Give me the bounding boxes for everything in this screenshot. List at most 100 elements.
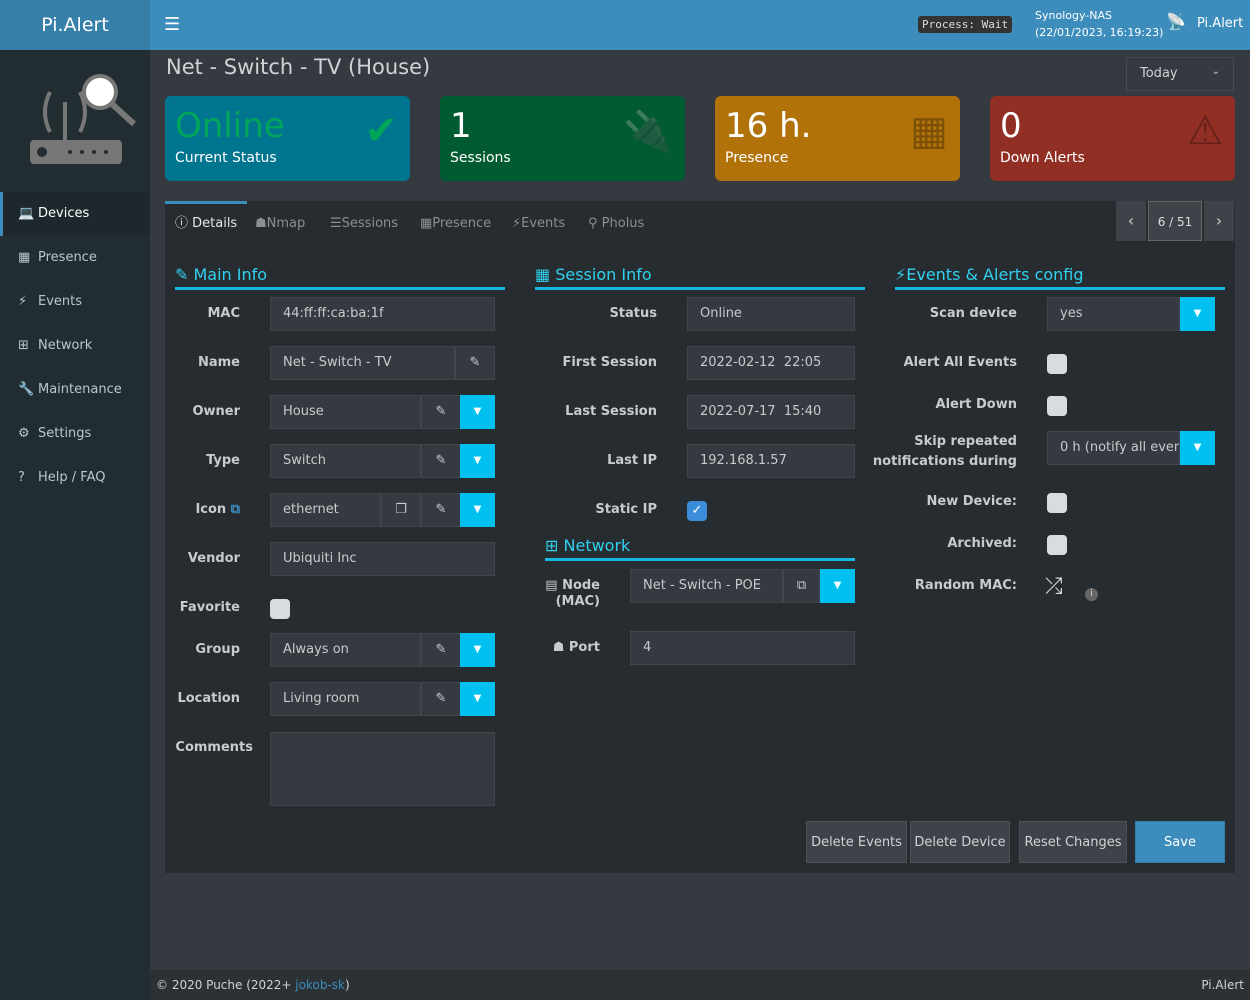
group-field[interactable]: Always on [270,633,421,667]
server-icon: ▤ [545,578,558,593]
scan-device-dropdown-button[interactable]: ▼ [1180,297,1215,331]
down-alerts-card[interactable]: 0 Down Alerts ⚠ [990,96,1235,181]
group-dropdown-button[interactable]: ▼ [460,633,495,667]
first-session-label: First Session [562,355,657,370]
sidebar-item-network[interactable]: ⊞ Network [0,324,150,368]
port-field[interactable]: 4 [630,631,855,665]
app-logo[interactable]: Pi.Alert [0,0,150,50]
next-device-button[interactable]: › [1204,201,1234,241]
external-link-icon[interactable]: ⧉ [230,502,240,517]
prev-device-button[interactable]: ‹ [1116,201,1146,241]
caret-down-icon: ▼ [473,644,482,655]
edit-group-button[interactable]: ✎ [421,633,461,667]
user-menu[interactable]: Pi.Alert [1197,16,1244,31]
alert-all-events-checkbox[interactable] [1047,354,1067,374]
sidebar-item-help[interactable]: ? Help / FAQ [0,456,150,500]
type-field[interactable]: Switch [270,444,421,478]
sessions-card[interactable]: 1 Sessions 🔌 [440,96,685,181]
sidebar-item-maintenance[interactable]: 🔧 Maintenance [0,368,150,412]
alert-all-events-label: Alert All Events [903,355,1017,370]
shuffle-icon: ⤮ [1045,574,1063,599]
vendor-field[interactable]: Ubiquiti Inc [270,542,495,576]
location-dropdown-button[interactable]: ▼ [460,682,495,716]
alert-down-checkbox[interactable] [1047,396,1067,416]
sidebar-item-settings[interactable]: ⚙ Settings [0,412,150,456]
host-name: Synology-NAS [1035,9,1112,22]
edit-owner-button[interactable]: ✎ [421,395,461,429]
caret-down-icon: ▼ [1193,442,1202,453]
last-session-label: Last Session [565,404,657,419]
edit-icon-button[interactable]: ✎ [421,493,461,527]
sidebar-item-presence[interactable]: ▦ Presence [0,236,150,280]
bolt-icon: ⚡ [18,294,28,309]
tab-sessions[interactable]: ☰Sessions [330,216,399,231]
first-session-field: 2022-02-12 22:05 [687,346,855,380]
status-card[interactable]: Online Current Status ✔ [165,96,410,181]
name-label: Name [197,355,240,370]
tab-nmap[interactable]: ☗Nmap [255,216,306,231]
calendar-icon: ▦ [420,216,433,231]
location-field[interactable]: Living room [270,682,421,716]
skip-repeated-dropdown-button[interactable]: ▼ [1180,431,1215,465]
sidebar-item-events[interactable]: ⚡ Events [0,280,150,324]
check-icon: ✔ [364,108,398,154]
status-field: Online [687,297,855,331]
save-button[interactable]: Save [1135,821,1225,863]
name-field[interactable]: Net - Switch - TV [270,346,455,380]
tab-pholus[interactable]: ⚲ Pholus [588,216,645,231]
router-icon[interactable]: 📡 [1166,12,1186,31]
menu-toggle-icon[interactable]: ☰ [164,14,181,35]
tab-presence[interactable]: ▦Presence [420,216,492,231]
icon-dropdown-button[interactable]: ▼ [460,493,495,527]
pencil-icon: ✎ [469,355,481,370]
caret-down-icon: ▼ [473,455,482,466]
node-dropdown-button[interactable]: ▼ [820,569,855,603]
pencil-icon: ✎ [435,691,447,706]
new-device-checkbox[interactable] [1047,493,1067,513]
archived-checkbox[interactable] [1047,535,1067,555]
author-link[interactable]: jokob-sk [295,978,345,992]
calendar-icon: ▦ [18,250,31,265]
mac-label: MAC [207,306,240,321]
port-icon: ☗ [552,640,565,655]
date-time: (22/01/2023, 16:19:23) [1035,26,1164,39]
edit-type-button[interactable]: ✎ [421,444,461,478]
sidebar-item-devices[interactable]: 💻 Devices [0,192,150,236]
calendar-icon: ▦ [910,108,948,154]
edit-location-button[interactable]: ✎ [421,682,461,716]
tab-events[interactable]: ⚡Events [512,216,566,231]
favorite-checkbox[interactable] [270,599,290,619]
presence-card[interactable]: 16 h. Presence ▦ [715,96,960,181]
skip-repeated-label: Skip repeated notifications during [872,434,1017,469]
static-ip-checkbox[interactable]: ✓ [687,501,707,521]
comments-textarea[interactable] [270,732,495,806]
laptop-icon: 💻 [18,206,35,221]
search-icon: ⚲ [588,216,602,231]
icon-field[interactable]: ethernet [270,493,381,527]
delete-events-button[interactable]: Delete Events [806,821,907,863]
delete-device-button[interactable]: Delete Device [910,821,1010,863]
owner-field[interactable]: House [270,395,421,429]
wrench-icon: 🔧 [18,382,35,397]
group-label: Group [195,642,240,657]
info-icon[interactable]: i [1085,588,1098,601]
scan-device-select[interactable]: yes [1047,297,1180,331]
port-label: ☗ Port [552,640,600,655]
skip-repeated-select[interactable]: 0 h (notify all events) [1047,431,1180,465]
device-pager: 6 / 51 [1148,201,1202,241]
type-dropdown-button[interactable]: ▼ [460,444,495,478]
tab-details[interactable]: ⓘ Details [165,201,248,245]
period-select[interactable]: Today ⌄ [1126,57,1234,91]
caret-down-icon: ▼ [1193,308,1202,319]
owner-dropdown-button[interactable]: ▼ [460,395,495,429]
list-icon: ☰ [330,216,342,231]
edit-name-button[interactable]: ✎ [455,346,495,380]
page-title: Net - Switch - TV (House) [166,55,431,79]
mac-field[interactable]: 44:ff:ff:ca:ba:1f [270,297,495,331]
node-field[interactable]: Net - Switch - POE [630,569,783,603]
go-to-node-button[interactable]: ⧉ [783,569,820,603]
alert-down-label: Alert Down [935,397,1017,412]
reset-changes-button[interactable]: Reset Changes [1019,821,1127,863]
copy-icon-button[interactable]: ❐ [381,493,421,527]
type-label: Type [206,453,240,468]
